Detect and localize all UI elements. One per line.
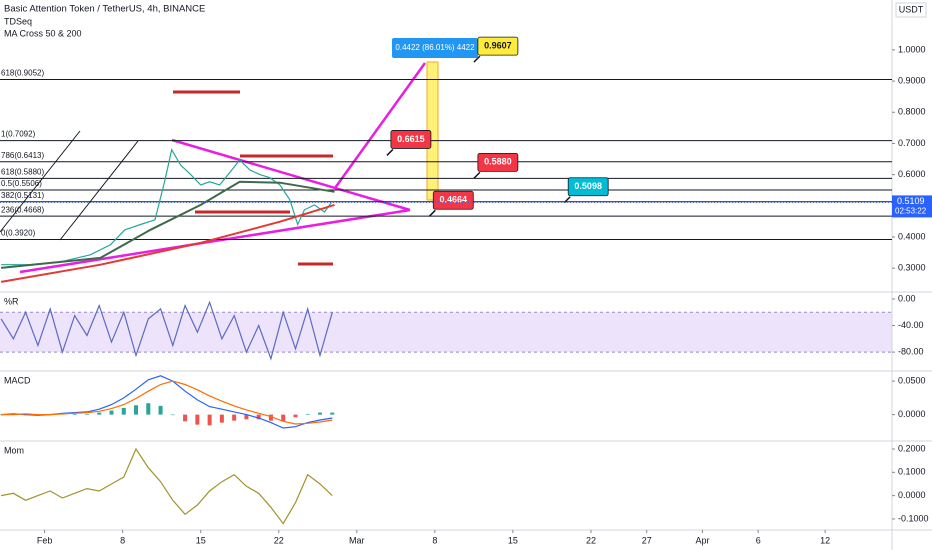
series-line bbox=[1, 380, 333, 425]
pane-title: MACD bbox=[4, 375, 31, 385]
callout-pointer bbox=[473, 171, 481, 179]
histogram-bar bbox=[121, 407, 126, 415]
y-tick-label: -80.00 bbox=[898, 346, 924, 356]
projection-line bbox=[333, 62, 427, 189]
fib-label: 0(0.3920) bbox=[1, 229, 36, 238]
histogram-bar bbox=[318, 412, 323, 415]
currency: USDT bbox=[899, 4, 924, 14]
histogram-bar bbox=[232, 414, 237, 421]
x-tick-label: 27 bbox=[642, 535, 652, 545]
indicator-label: MA Cross 50 & 200 bbox=[4, 28, 82, 38]
callout-box bbox=[567, 177, 609, 197]
indicator-label: TDSeq bbox=[4, 16, 32, 26]
histogram-bar bbox=[195, 414, 200, 425]
y-tick-label: 0.0500 bbox=[898, 375, 926, 385]
histogram-bar bbox=[256, 414, 261, 420]
chart-title: Basic Attention Token / TetherUS, 4h, BI… bbox=[4, 4, 205, 15]
fib-label: 786(0.6413) bbox=[1, 151, 44, 160]
callout-label: 0.9607 bbox=[484, 41, 512, 51]
callout-label: 0.6615 bbox=[397, 134, 425, 144]
histogram-bar bbox=[146, 403, 151, 415]
callout-box bbox=[432, 190, 474, 210]
histogram-bar bbox=[183, 414, 188, 422]
y-tick-label: 0.8000 bbox=[898, 107, 926, 117]
last-price-label: 0.5109 bbox=[897, 196, 925, 206]
y-tick-label: 0.9000 bbox=[898, 75, 926, 85]
x-tick-label: 8 bbox=[432, 535, 437, 545]
currency-box bbox=[895, 2, 927, 18]
y-tick-label: 1.0000 bbox=[898, 44, 926, 54]
x-tick-label: Feb bbox=[37, 535, 53, 545]
callout-box bbox=[477, 36, 519, 56]
x-tick-label: 15 bbox=[196, 535, 206, 545]
measure-box bbox=[392, 38, 478, 58]
y-tick-label: 0.4000 bbox=[898, 231, 926, 241]
fib-label: 1(0.7092) bbox=[1, 130, 36, 139]
last-price-box bbox=[892, 195, 932, 218]
histogram-bar bbox=[244, 414, 249, 420]
fib-label: 382(0.5131) bbox=[1, 191, 44, 200]
callout-pointer bbox=[386, 148, 394, 156]
histogram-bar bbox=[97, 412, 102, 415]
histogram-bar bbox=[207, 414, 212, 426]
fib-label: 236(0.4668) bbox=[1, 205, 44, 214]
series-line bbox=[0, 300, 333, 361]
y-tick-label: 0.2000 bbox=[898, 443, 926, 453]
fib-label: 618(0.5880) bbox=[1, 167, 44, 176]
callout-label: 0.5098 bbox=[574, 181, 602, 191]
callout-box bbox=[390, 130, 432, 149]
callout-pointer bbox=[428, 209, 436, 217]
triangle-line bbox=[171, 138, 411, 212]
x-tick-label: 8 bbox=[120, 535, 125, 545]
pane-title: Mom bbox=[4, 445, 24, 455]
series-line bbox=[0, 180, 335, 269]
histogram-bar bbox=[158, 405, 163, 415]
triangle-line bbox=[19, 208, 411, 274]
callout-pointer bbox=[473, 55, 481, 63]
level-marks bbox=[173, 90, 333, 266]
histogram-bar bbox=[281, 414, 286, 422]
histogram-bar bbox=[219, 414, 224, 423]
callout-box bbox=[477, 152, 519, 172]
fib-label: 618(0.9052) bbox=[1, 69, 44, 78]
y-tick-label: 0.0000 bbox=[898, 409, 926, 419]
y-tick-label: 0.7000 bbox=[898, 138, 926, 148]
channel-line bbox=[0, 130, 81, 233]
y-tick-label: 0.6000 bbox=[898, 169, 926, 179]
measure-label: 0.4422 (86.01%) 4422 bbox=[395, 43, 475, 52]
y-tick-label: -40.00 bbox=[898, 320, 924, 330]
triangle bbox=[19, 62, 427, 274]
histogram-bar bbox=[305, 413, 310, 415]
countdown: 02:53:22 bbox=[895, 207, 927, 216]
callout-label: 0.4664 bbox=[440, 195, 468, 205]
x-tick-label: 6 bbox=[756, 535, 761, 545]
y-tick-label: 0.00 bbox=[898, 293, 916, 303]
x-tick-label: 15 bbox=[508, 535, 518, 545]
callout-label: 0.5880 bbox=[484, 157, 512, 167]
y-tick-label: 0.0000 bbox=[898, 490, 926, 500]
histogram-bar bbox=[72, 413, 77, 415]
x-tick-label: Apr bbox=[695, 535, 709, 545]
y-tick-label: 0.1000 bbox=[898, 467, 926, 477]
histogram-bar bbox=[330, 412, 335, 415]
histogram-bar bbox=[84, 413, 89, 415]
histogram-bar bbox=[293, 414, 298, 418]
x-tick-label: Mar bbox=[349, 535, 365, 545]
histogram-bar bbox=[109, 410, 114, 415]
fib-label: 0.5(0.5506) bbox=[1, 179, 42, 188]
y-tick-label: -0.1000 bbox=[898, 513, 929, 523]
x-tick-label: 12 bbox=[820, 535, 830, 545]
histogram-bar bbox=[170, 414, 175, 416]
x-tick-label: 22 bbox=[586, 535, 596, 545]
series-line bbox=[0, 203, 335, 283]
histogram-bar bbox=[268, 414, 273, 421]
y-tick-label: 0.3000 bbox=[898, 263, 926, 273]
callout-pointer bbox=[563, 196, 571, 204]
series-line bbox=[0, 447, 333, 525]
histogram-bar bbox=[134, 405, 139, 415]
pane-title: %R bbox=[4, 296, 19, 306]
x-tick-label: 22 bbox=[274, 535, 284, 545]
